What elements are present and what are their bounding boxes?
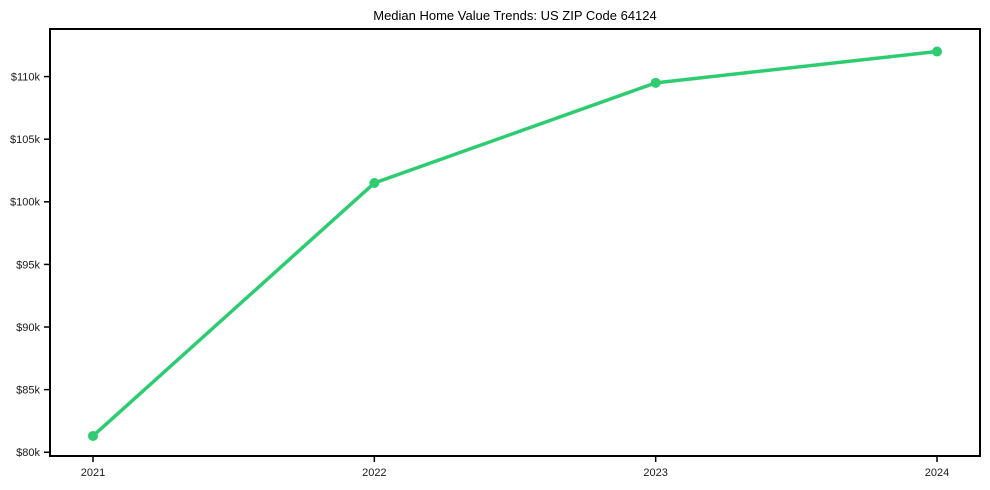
y-tick-label: $85k xyxy=(16,384,40,396)
x-tick-label: 2021 xyxy=(81,467,105,479)
y-tick-label: $90k xyxy=(16,322,40,334)
plot-border xyxy=(49,28,981,457)
chart-title: Median Home Value Trends: US ZIP Code 64… xyxy=(373,8,657,23)
y-tick-label: $105k xyxy=(10,134,40,146)
y-tick-label: $80k xyxy=(16,447,40,459)
data-point xyxy=(932,46,942,57)
data-point xyxy=(88,430,98,441)
x-tick-label: 2024 xyxy=(925,467,949,479)
x-tick-label: 2022 xyxy=(362,467,386,479)
x-tick-label: 2023 xyxy=(643,467,667,479)
y-tick-label: $100k xyxy=(10,197,40,209)
trend-line xyxy=(91,49,939,438)
data-point xyxy=(650,77,661,88)
y-tick-label: $110k xyxy=(11,71,41,83)
y-tick-label: $95k xyxy=(16,259,40,271)
data-point xyxy=(369,178,380,189)
